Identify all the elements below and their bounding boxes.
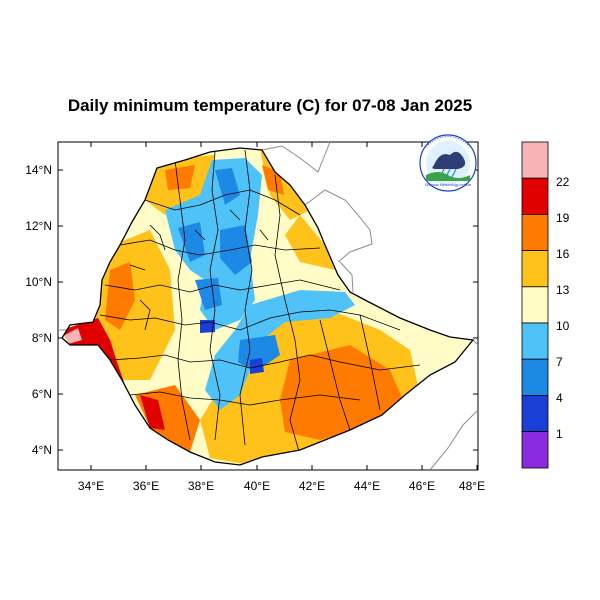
colorbar-label: 1 xyxy=(556,427,563,441)
institute-logo: Ethiopian Meteorology Institute xyxy=(419,134,477,192)
colorbar-label: 13 xyxy=(556,283,570,297)
colorbar-swatch xyxy=(521,286,549,324)
y-axis xyxy=(58,169,478,451)
colorbar-swatch xyxy=(521,431,549,469)
neighbor-borders xyxy=(58,141,479,471)
map-title: Daily minimum temperature (C) for 07-08 … xyxy=(67,96,473,115)
colorbar-swatch xyxy=(521,213,549,251)
x-tick-label: 48°E xyxy=(459,479,485,493)
colorbar-swatch xyxy=(521,141,549,179)
y-tick-labels: 14°N 12°N 10°N 8°N 6°N 4°N xyxy=(25,163,52,457)
x-tick-label: 40°E xyxy=(244,479,270,493)
x-tick-label: 46°E xyxy=(409,479,435,493)
y-tick-label: 6°N xyxy=(32,387,52,401)
colorbar-label: 19 xyxy=(556,211,570,225)
colorbar xyxy=(521,141,549,469)
logo-caption: Ethiopian Meteorology Institute xyxy=(425,183,472,187)
x-tick-label: 36°E xyxy=(133,479,159,493)
x-axis xyxy=(90,142,478,470)
x-tick-label: 42°E xyxy=(299,479,325,493)
colorbar-swatch xyxy=(521,322,549,360)
admin-boundaries xyxy=(99,149,421,456)
y-tick-label: 4°N xyxy=(32,443,52,457)
colorbar-label: 16 xyxy=(556,247,570,261)
colorbar-label: 7 xyxy=(556,355,563,369)
x-tick-label: 34°E xyxy=(78,479,104,493)
colorbar-swatch xyxy=(521,250,549,288)
colorbar-label: 22 xyxy=(556,175,570,189)
colorbar-label: 4 xyxy=(556,391,563,405)
colorbar-labels: 22 19 16 13 10 7 4 1 xyxy=(556,175,570,441)
colorbar-swatch xyxy=(521,358,549,396)
colorbar-label: 10 xyxy=(556,319,570,333)
colorbar-swatch xyxy=(521,394,549,432)
y-tick-label: 8°N xyxy=(32,331,52,345)
x-tick-label: 44°E xyxy=(354,479,380,493)
y-tick-label: 10°N xyxy=(25,275,52,289)
x-tick-label: 38°E xyxy=(188,479,214,493)
y-tick-label: 14°N xyxy=(25,163,52,177)
x-tick-labels: 34°E 36°E 38°E 40°E 42°E 44°E 46°E 48°E xyxy=(78,479,485,493)
colorbar-swatch xyxy=(521,177,549,215)
y-tick-label: 12°N xyxy=(25,219,52,233)
